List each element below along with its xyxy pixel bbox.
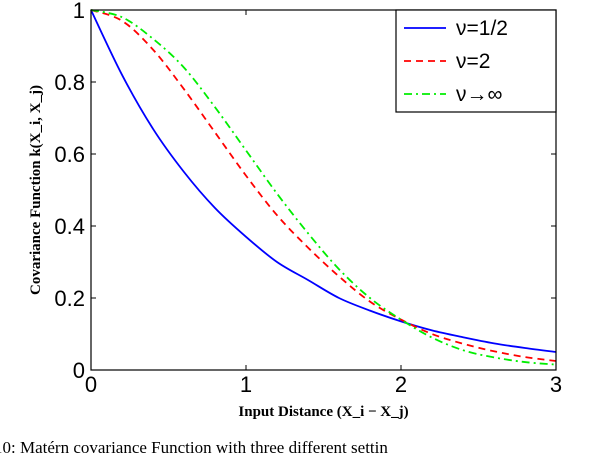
plot-frame xyxy=(90,9,557,371)
legend-label: ν→∞ xyxy=(456,83,503,106)
y-tick-label: 0.2 xyxy=(54,286,85,311)
x-tick-label: 3 xyxy=(550,372,562,397)
series-lines xyxy=(90,9,557,366)
y-tick-label: 0.8 xyxy=(54,70,85,95)
y-tick-label: 0.6 xyxy=(54,142,85,167)
legend-label: ν=1/2 xyxy=(456,17,508,40)
legend-label: ν=2 xyxy=(456,50,490,73)
series-line-3 xyxy=(90,9,557,366)
tick-labels: 0 1 2 3 0 0.2 0.4 0.6 0.8 1 xyxy=(54,0,562,397)
series-line-2 xyxy=(90,9,557,362)
x-axis-label: Input Distance (X_i − X_j) xyxy=(238,404,408,420)
figure-caption: 10: Matérn covariance Function with thre… xyxy=(0,438,388,457)
x-tick-label: 1 xyxy=(240,372,252,397)
y-tick-label: 0.4 xyxy=(54,214,85,239)
x-tick-label: 2 xyxy=(395,372,407,397)
legend: ν=1/2 ν=2 ν→∞ xyxy=(395,9,557,113)
y-tick-label: 1 xyxy=(73,0,85,23)
y-axis-label: Covariance Function k(X_i, X_j) xyxy=(28,85,44,295)
x-tick-label: 0 xyxy=(85,372,97,397)
y-tick-label: 0 xyxy=(73,358,85,383)
series-line-1 xyxy=(90,9,557,353)
